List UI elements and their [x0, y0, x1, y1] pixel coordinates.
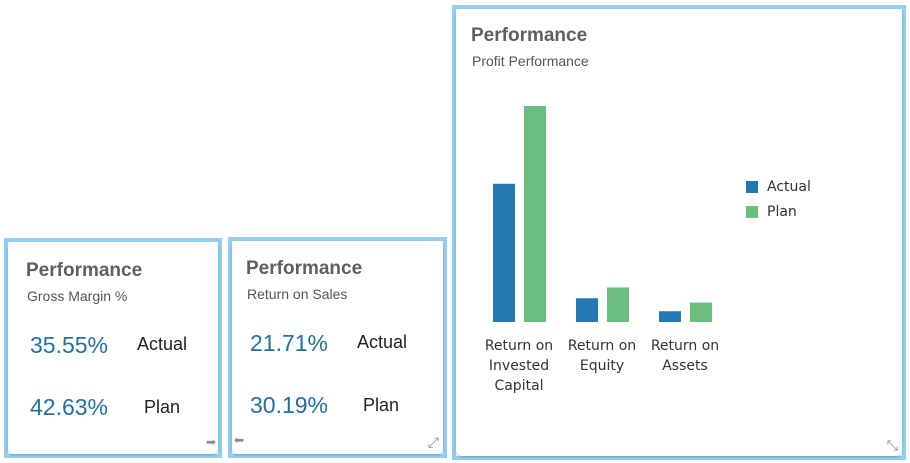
card-body: Performance Return on Sales 21.71% Actua… — [232, 241, 443, 454]
plan-value: 42.63% — [30, 394, 109, 420]
bar-plan-1[interactable] — [607, 287, 629, 322]
card-subtitle: Profit Performance — [472, 53, 589, 69]
legend-label: Actual — [767, 179, 811, 195]
arrow-right-icon[interactable]: ➡ — [205, 435, 216, 449]
card-body: Performance Profit Performance Return on… — [456, 9, 902, 456]
card-title: Performance — [26, 260, 143, 281]
category-label-line: Invested — [488, 358, 550, 374]
category-label-line: Return on — [567, 338, 637, 354]
actual-value: 35.55% — [30, 332, 109, 358]
card-title: Performance — [246, 258, 363, 279]
category-label: Return on Assets — [640, 336, 730, 376]
category-label: Return on Invested Capital — [474, 336, 564, 396]
actual-label: Actual — [357, 332, 408, 352]
plan-label: Plan — [363, 395, 400, 415]
bar-chart — [493, 106, 712, 322]
bar-plan-2[interactable] — [690, 302, 712, 322]
category-label-line: Equity — [579, 358, 625, 374]
card-subtitle: Return on Sales — [247, 286, 348, 302]
actual-value: 21.71% — [250, 330, 329, 356]
bar-actual-1[interactable] — [576, 298, 598, 322]
bar-actual-0[interactable] — [493, 183, 515, 322]
plan-label: Plan — [144, 397, 181, 417]
legend-item-actual[interactable]: Actual — [746, 179, 811, 195]
category-label-line: Assets — [662, 358, 708, 374]
category-label-line: Capital — [494, 378, 544, 394]
kpi-card-gross-margin[interactable]: Performance Gross Margin % 35.55% Actual… — [4, 238, 222, 458]
bar-actual-2[interactable] — [659, 311, 681, 322]
legend-item-plan[interactable]: Plan — [746, 204, 797, 220]
plan-value: 30.19% — [250, 392, 329, 418]
card-body: Performance Gross Margin % 35.55% Actual… — [8, 242, 218, 454]
category-label-line: Return on — [484, 338, 554, 354]
kpi-card-return-on-sales[interactable]: Performance Return on Sales 21.71% Actua… — [228, 237, 447, 458]
card-subtitle: Gross Margin % — [27, 288, 128, 304]
legend-swatch — [746, 181, 758, 193]
bar-plan-0[interactable] — [524, 106, 546, 322]
category-label-line: Return on — [650, 338, 720, 354]
arrow-left-icon[interactable]: ⬅ — [234, 433, 245, 447]
legend-swatch — [746, 206, 758, 218]
category-label: Return on Equity — [557, 336, 647, 376]
expand-icon[interactable]: ⤢ — [427, 434, 439, 450]
chart-card-profit-performance[interactable]: Performance Profit Performance Return on… — [452, 5, 906, 460]
collapse-icon[interactable]: ⤡ — [886, 437, 898, 453]
card-title: Performance — [471, 25, 588, 46]
actual-label: Actual — [137, 334, 188, 354]
legend-label: Plan — [767, 204, 797, 220]
